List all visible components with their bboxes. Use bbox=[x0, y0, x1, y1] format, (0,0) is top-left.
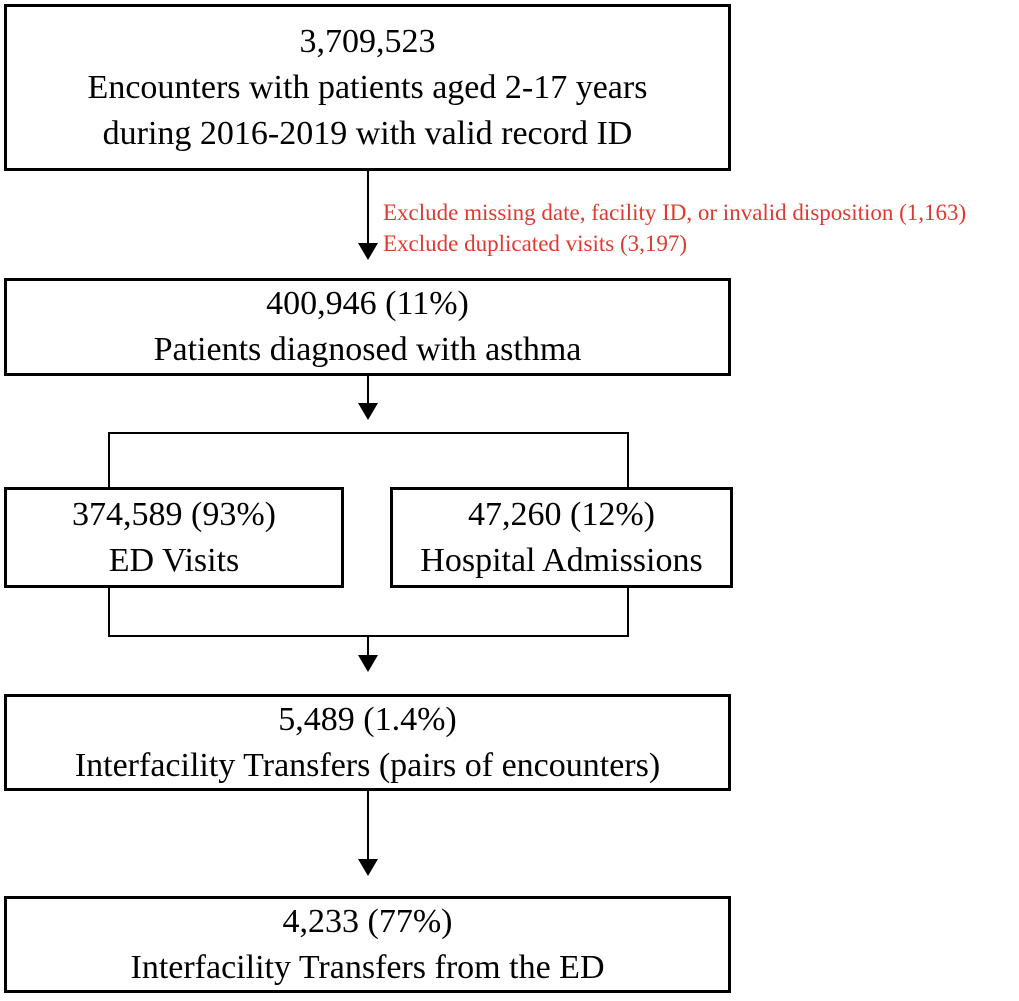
interfacility-transfers-label: Interfacility Transfers (pairs of encoun… bbox=[74, 746, 661, 784]
connector-split-left bbox=[108, 432, 110, 488]
encounters-count: 3,709,523 bbox=[299, 22, 436, 60]
connector-asthma-to-split bbox=[367, 376, 369, 404]
exclusion-line1: Exclude missing date, facility ID, or in… bbox=[383, 200, 967, 225]
connector-split-right bbox=[627, 432, 629, 488]
connector-encounters-to-asthma bbox=[367, 171, 369, 244]
ed-visits-count: 374,589 (93%) bbox=[72, 495, 276, 533]
encounters-label-line1: Encounters with patients aged 2-17 years bbox=[87, 68, 648, 106]
connector-merge-right bbox=[627, 587, 629, 637]
connector-transfers-to-ed-transfers bbox=[367, 791, 369, 860]
asthma-count: 400,946 (11%) bbox=[266, 285, 469, 322]
hospital-admissions-count: 47,260 (12%) bbox=[468, 495, 655, 533]
down-arrowhead-icon bbox=[358, 243, 378, 260]
connector-merge-left bbox=[108, 587, 110, 637]
connector-merge-to-transfers bbox=[367, 637, 369, 656]
flow-box-encounters: 3,709,523 Encounters with patients aged … bbox=[4, 4, 731, 171]
interfacility-transfers-count: 5,489 (1.4%) bbox=[278, 700, 457, 738]
connector-split-top bbox=[108, 432, 629, 434]
flow-box-hospital-admissions: 47,260 (12%) Hospital Admissions bbox=[390, 487, 733, 588]
down-arrowhead-icon bbox=[358, 655, 378, 672]
flow-box-interfacility-transfers: 5,489 (1.4%) Interfacility Transfers (pa… bbox=[4, 694, 731, 791]
connector-merge-bottom bbox=[108, 635, 629, 637]
down-arrowhead-icon bbox=[358, 859, 378, 876]
flow-box-asthma: 400,946 (11%) Patients diagnosed with as… bbox=[4, 278, 731, 376]
flow-box-ed-visits: 374,589 (93%) ED Visits bbox=[4, 487, 344, 588]
exclusion-annotation: Exclude missing date, facility ID, or in… bbox=[383, 197, 966, 259]
flow-box-transfers-from-ed: 4,233 (77%) Interfacility Transfers from… bbox=[4, 896, 731, 993]
hospital-admissions-label: Hospital Admissions bbox=[420, 541, 703, 579]
asthma-label: Patients diagnosed with asthma bbox=[153, 331, 582, 368]
encounters-label-line2: during 2016-2019 with valid record ID bbox=[102, 114, 633, 152]
transfers-from-ed-label: Interfacility Transfers from the ED bbox=[130, 948, 605, 986]
down-arrowhead-icon bbox=[358, 403, 378, 420]
ed-visits-label: ED Visits bbox=[108, 541, 240, 579]
exclusion-line2: Exclude duplicated visits (3,197) bbox=[383, 231, 688, 256]
transfers-from-ed-count: 4,233 (77%) bbox=[282, 902, 453, 940]
